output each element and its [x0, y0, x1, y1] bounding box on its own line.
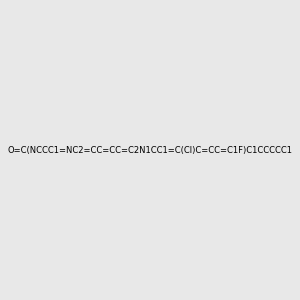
Text: O=C(NCCC1=NC2=CC=CC=C2N1CC1=C(Cl)C=CC=C1F)C1CCCCC1: O=C(NCCC1=NC2=CC=CC=C2N1CC1=C(Cl)C=CC=C1…: [8, 146, 292, 154]
